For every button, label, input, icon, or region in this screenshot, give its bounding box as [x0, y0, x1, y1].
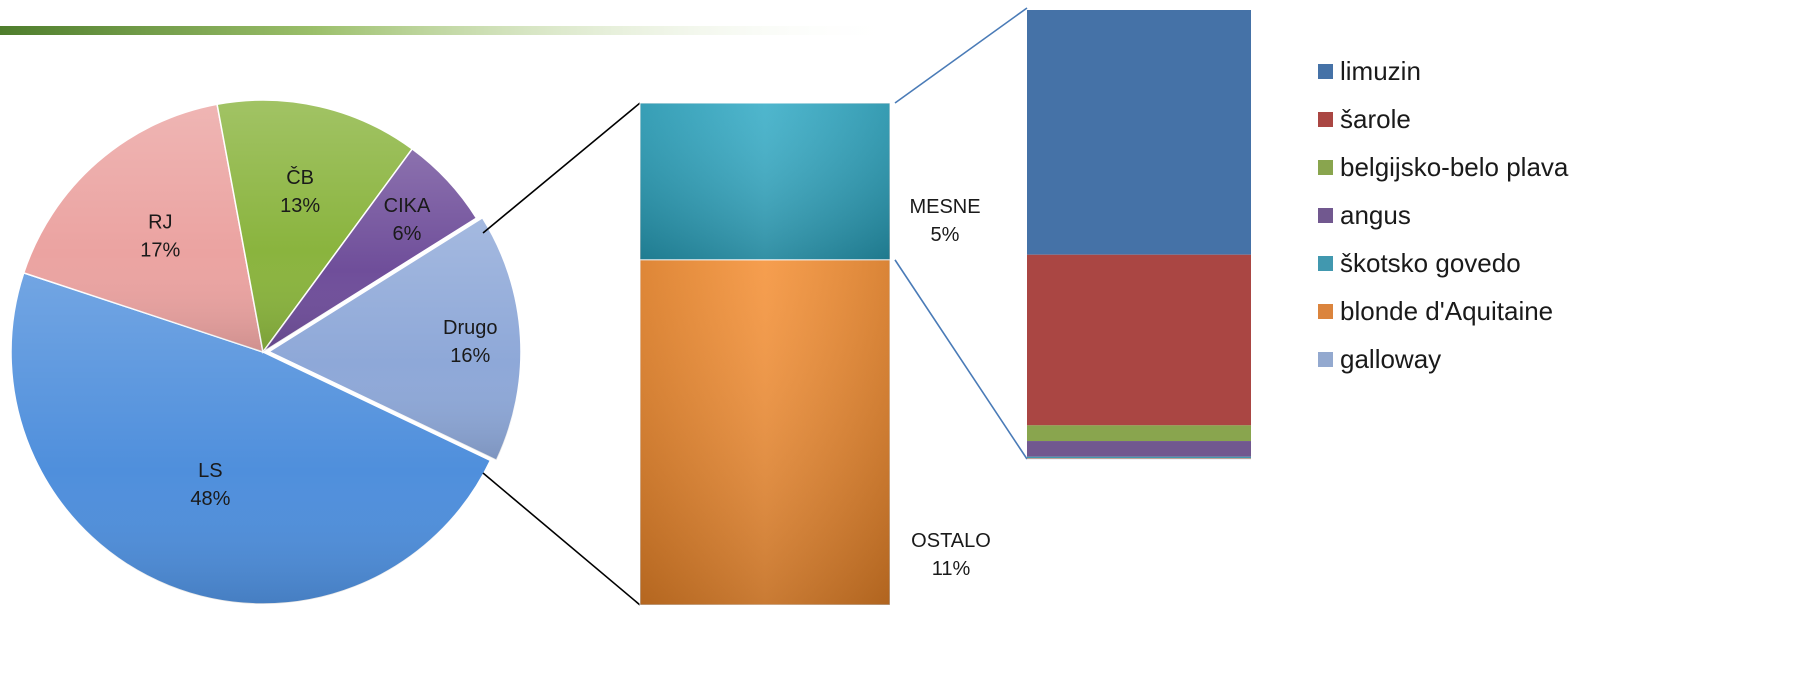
legend-swatch-sarole — [1318, 112, 1333, 127]
right-stacked-bar — [1027, 10, 1251, 460]
stack-segment-limuzin — [1027, 10, 1251, 255]
legend-swatch-belgijsko-belo-plava — [1318, 160, 1333, 175]
pie-slice-group-cika — [262, 147, 478, 353]
bar-label-mesne: MESNE 5% — [909, 196, 980, 246]
pie-label-cika: CIKA 6% — [384, 195, 431, 245]
legend-label-angus: angus — [1340, 200, 1411, 230]
pie-slice-group-cb — [216, 99, 414, 354]
pie-label-ls-value: 48% — [190, 488, 230, 510]
bar-segment-shade2-mesne — [640, 103, 890, 260]
pie-slice-shade-cb — [217, 99, 413, 352]
pie-label-drugo-value: 16% — [450, 345, 490, 367]
pie-slice-shade-rj — [23, 104, 263, 353]
pie-label-rj: RJ 17% — [140, 211, 180, 261]
stack-segment-sarole — [1027, 254, 1251, 426]
pie-label-cika-name: CIKA — [384, 195, 431, 217]
connector-bar-stack-bottom — [894, 259, 1028, 460]
stack-segment-angus — [1027, 441, 1251, 457]
pie-label-drugo: Drugo 16% — [443, 317, 497, 367]
pie-label-cb-value: 13% — [280, 195, 320, 217]
connector-pie-bar-top — [482, 102, 641, 234]
bar-label-mesne-name: MESNE — [909, 196, 980, 218]
middle-stacked-bar: MESNE 5% OSTALO 11% — [639, 102, 991, 606]
pie-label-rj-name: RJ — [148, 211, 172, 233]
bar-label-mesne-value: 5% — [931, 224, 960, 246]
legend-label-skotsko-govedo: škotsko govedo — [1340, 248, 1521, 278]
legend-swatch-skotsko-govedo — [1318, 256, 1333, 271]
pie-slice-group-rj — [22, 103, 264, 354]
legend-swatch-blonde-d-aquitaine — [1318, 304, 1333, 319]
connector-pie-bar-bottom — [482, 472, 641, 606]
legend-label-belgijsko-belo-plava: belgijsko-belo plava — [1340, 152, 1569, 182]
stack-segment-blonde-d-aquitaine — [1027, 458, 1251, 459]
pie-slice-group-ls — [10, 271, 492, 605]
legend-swatch-galloway — [1318, 352, 1333, 367]
pie-label-drugo-name: Drugo — [443, 317, 497, 339]
stack-segment-belgijsko-belo-plava — [1027, 425, 1251, 442]
legend-swatch-limuzin — [1318, 64, 1333, 79]
bar-label-ostalo-value: 11% — [932, 558, 971, 580]
bar-segment-shade2-ostalo — [640, 259, 890, 605]
bar-label-ostalo-name: OSTALO — [911, 530, 991, 552]
legend: limuzin šarole belgijsko-belo plava angus šk… — [1318, 56, 1569, 374]
connector-lines — [482, 7, 1028, 606]
pie-slice-shade-drugo — [268, 217, 521, 461]
pie-slice-shade-ls — [10, 272, 491, 605]
bar-label-ostalo: OSTALO 11% — [911, 530, 991, 580]
pie-label-cb: ČB 13% — [280, 166, 320, 217]
stack-segment-skotsko-govedo — [1027, 456, 1251, 459]
legend-label-galloway: galloway — [1340, 344, 1441, 374]
pie-slice-shade-cika — [263, 148, 477, 352]
connector-bar-stack-top — [894, 7, 1028, 104]
pie-chart: LS 48% RJ 17% ČB 13% CIKA 6% Drugo 16% — [10, 99, 522, 605]
pie-label-ls: LS 48% — [190, 460, 230, 510]
legend-label-limuzin: limuzin — [1340, 56, 1421, 86]
stack-segment-galloway — [1027, 458, 1251, 460]
legend-label-sarole: šarole — [1340, 104, 1411, 134]
header-accent-bar — [0, 26, 900, 35]
pie-label-cika-value: 6% — [393, 223, 422, 245]
pie-slice-group-drugo — [267, 216, 522, 462]
pie-label-ls-name: LS — [198, 460, 222, 482]
legend-swatch-angus — [1318, 208, 1333, 223]
legend-label-blonde-d-aquitaine: blonde d'Aquitaine — [1340, 296, 1553, 326]
pie-label-cb-name: ČB — [286, 166, 314, 189]
pie-label-rj-value: 17% — [140, 239, 180, 261]
